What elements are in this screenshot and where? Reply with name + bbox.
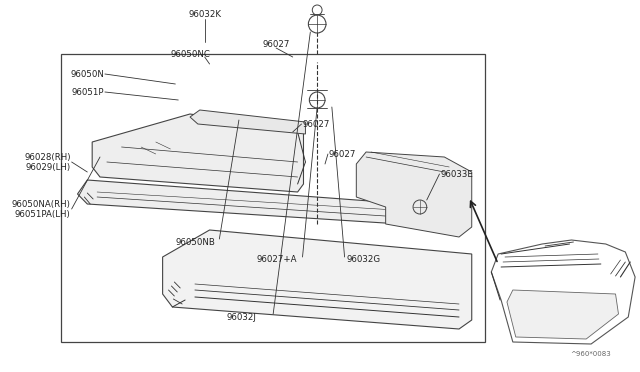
Text: 96050N: 96050N bbox=[70, 70, 104, 78]
Polygon shape bbox=[163, 230, 472, 329]
Text: 96027+A: 96027+A bbox=[257, 256, 297, 264]
Text: 96051PA(LH): 96051PA(LH) bbox=[15, 209, 70, 218]
Polygon shape bbox=[507, 290, 618, 339]
Text: ^960*0083: ^960*0083 bbox=[570, 351, 611, 357]
Polygon shape bbox=[92, 114, 303, 192]
Text: 96032K: 96032K bbox=[188, 10, 221, 19]
Text: 96050NA(RH): 96050NA(RH) bbox=[12, 199, 70, 208]
Text: 96032G: 96032G bbox=[346, 256, 381, 264]
Text: 96032J: 96032J bbox=[227, 312, 257, 321]
Polygon shape bbox=[77, 180, 410, 224]
Text: 96050NB: 96050NB bbox=[175, 237, 215, 247]
Text: 96051P: 96051P bbox=[72, 87, 104, 96]
Text: 96050NC: 96050NC bbox=[170, 49, 210, 58]
Polygon shape bbox=[492, 240, 635, 344]
Text: 96029(LH): 96029(LH) bbox=[26, 163, 70, 171]
Text: 96028(RH): 96028(RH) bbox=[24, 153, 70, 161]
Polygon shape bbox=[190, 110, 305, 134]
Text: 96027: 96027 bbox=[329, 150, 356, 158]
Text: 96033E: 96033E bbox=[440, 170, 474, 179]
Polygon shape bbox=[356, 152, 472, 237]
Text: 96027: 96027 bbox=[303, 119, 330, 128]
Text: 96027: 96027 bbox=[262, 39, 290, 48]
Bar bbox=[61, 54, 485, 342]
